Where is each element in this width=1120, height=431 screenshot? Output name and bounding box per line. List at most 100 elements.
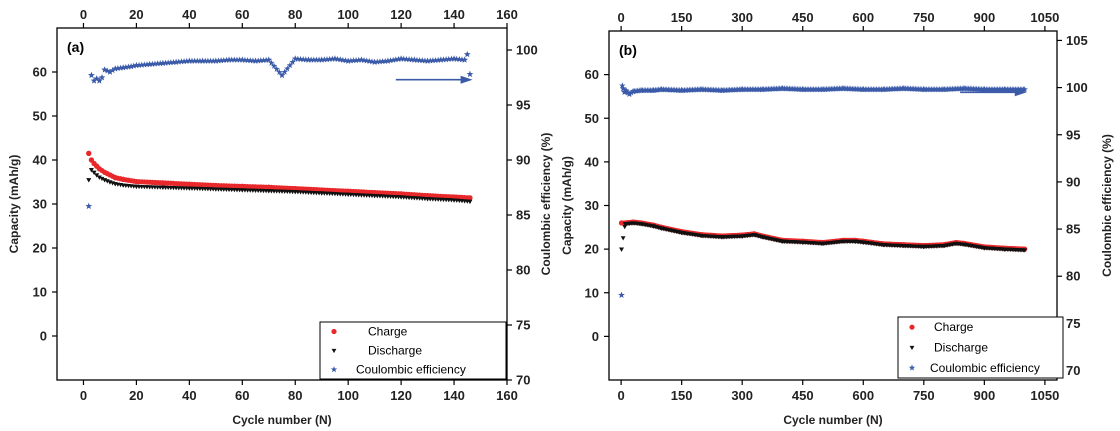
data-point [228,56,235,63]
y-tick-label-left: 10 [33,285,47,300]
y-tick-label-left: 20 [33,241,47,256]
data-point [629,87,637,95]
x-tick-label-bottom: 40 [182,388,196,403]
y-tick-label-left: 40 [33,153,47,168]
y-tick-label-right: 75 [1066,316,1080,331]
data-point [739,234,745,239]
data-point [416,56,423,64]
efficiency-arrow-head [460,75,473,84]
data-point [372,194,378,199]
data-point [627,89,635,96]
data-point [448,55,455,62]
y-axis-label-right: Coulombic efficiency (%) [1100,134,1114,277]
data-point [718,87,726,94]
data-point [281,68,288,75]
legend-label: Coulombic efficiency [930,361,1040,375]
data-point [146,60,153,68]
data-point [751,233,757,238]
data-point [239,56,246,63]
data-point [374,58,381,65]
x-axis-label: Cycle number (N) [783,413,882,427]
data-point [209,57,217,64]
data-point [157,60,164,67]
data-point [96,175,102,180]
data-point [619,247,624,252]
data-point [434,56,442,63]
data-point [262,56,270,63]
y-axis-label-left: Capacity (mAh/g) [560,156,574,255]
data-point [1001,86,1008,93]
data-point [358,56,365,63]
data-point [125,63,132,70]
data-point [344,57,352,64]
data-point [900,85,907,92]
legend-marker [909,324,915,330]
y-tick-label-left: 60 [585,67,599,82]
data-point [395,55,402,62]
data-point [719,235,725,240]
data-point [112,182,118,187]
data-point [392,56,400,63]
data-point [104,179,110,184]
data-point [257,57,265,64]
data-point [350,57,357,64]
data-point [659,226,664,231]
data-point [194,57,201,64]
data-point [619,85,627,92]
data-point [467,195,473,201]
data-point [347,57,355,64]
data-point [961,242,967,247]
x-tick-label-top: 300 [731,10,753,25]
y-tick-label-right: 100 [1066,80,1088,95]
data-point [424,193,431,199]
data-point [650,224,656,229]
data-point [164,59,172,66]
data-point [86,178,92,183]
data-point [270,62,278,69]
data-point [239,188,245,193]
data-point [424,57,431,64]
data-point [172,58,180,65]
data-point [134,184,139,189]
data-point [292,55,299,62]
legend-box [319,321,507,380]
data-point [178,58,185,65]
data-point [141,61,148,68]
data-point [220,56,227,64]
legend-box [897,316,1064,379]
x-tick-label-bottom: 900 [973,388,995,403]
data-point [981,246,987,251]
data-point [268,59,275,66]
data-point [622,222,628,227]
x-tick-label-top: 60 [235,7,249,22]
data-point [419,57,426,64]
data-point [297,55,304,62]
data-point [249,57,257,64]
y-tick-label-right: 90 [516,153,530,168]
data-point [112,175,118,181]
data-point [698,86,706,93]
x-tick-label-bottom: 1050 [1030,388,1059,403]
data-point [93,75,100,82]
data-point [618,291,625,298]
data-point [225,56,233,63]
data-point [120,183,126,188]
data-point [860,240,866,245]
x-tick-label-top: 120 [390,7,412,22]
data-point [284,65,291,72]
data-point [213,182,219,189]
data-point [160,185,166,190]
data-point [109,66,116,74]
data-point [159,59,167,66]
data-point [162,59,169,66]
data-point [467,199,473,204]
y-tick-label-right: 70 [516,373,530,388]
x-tick-label-top: 150 [671,10,693,25]
data-point [107,180,113,185]
data-point [881,243,886,248]
x-tick-label-bottom: 60 [235,388,249,403]
data-point [345,188,351,194]
data-point [345,192,351,197]
data-point [384,57,392,64]
